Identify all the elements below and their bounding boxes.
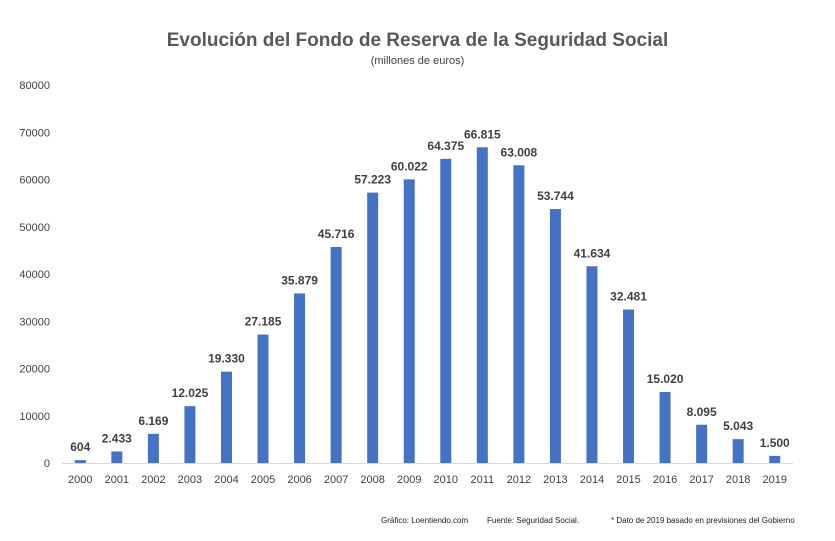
x-tick-label-2003: 2003: [178, 474, 202, 486]
x-tick-label-2004: 2004: [214, 474, 238, 486]
x-tick-label-2019: 2019: [762, 474, 786, 486]
data-label-2002: 6.169: [138, 414, 168, 428]
y-tick-label: 50000: [19, 222, 50, 234]
bar-2003: [184, 406, 196, 463]
bar-2013: [549, 209, 561, 463]
y-tick-label: 40000: [19, 269, 50, 281]
data-label-2015: 32.481: [610, 290, 647, 304]
bar-2012: [513, 165, 525, 463]
x-tick-label-2018: 2018: [726, 474, 750, 486]
bar-2014: [586, 266, 598, 463]
bars: [74, 147, 781, 463]
bar-2018: [732, 439, 744, 463]
source-note: Fuente: Seguridad Social.: [487, 516, 580, 525]
x-tick-label-2008: 2008: [360, 474, 384, 486]
y-tick-label: 70000: [19, 127, 50, 139]
data-label-2009: 60.022: [391, 159, 428, 173]
bar-2009: [403, 179, 415, 463]
x-tick-label-2017: 2017: [689, 474, 713, 486]
x-tick-label-2013: 2013: [543, 474, 567, 486]
data-label-2008: 57.223: [354, 173, 391, 187]
y-tick-label: 20000: [19, 364, 50, 376]
data-label-2011: 66.815: [464, 127, 501, 141]
x-tick-label-2014: 2014: [580, 474, 604, 486]
data-label-2017: 8.095: [687, 405, 717, 419]
data-labels: 604 2.433 6.169 12.025 19.330 27.185 35.879 45.…: [70, 127, 790, 454]
x-tick-label-2012: 2012: [507, 474, 531, 486]
data-label-2018: 5.043: [723, 419, 753, 433]
x-tick-label-2006: 2006: [287, 474, 311, 486]
bar-2019: [769, 455, 781, 463]
x-tick-label-2007: 2007: [324, 474, 348, 486]
bar-2004: [220, 371, 232, 463]
data-label-2012: 63.008: [501, 145, 538, 159]
data-label-2003: 12.025: [172, 386, 209, 400]
x-tick-label-2005: 2005: [251, 474, 275, 486]
chart-subtitle: (millones de euros): [370, 55, 465, 67]
bar-2001: [111, 451, 123, 463]
bar-2007: [330, 246, 342, 463]
forecast-note: * Dato de 2019 basado en previsiones del…: [611, 516, 795, 525]
data-label-2014: 41.634: [574, 246, 611, 260]
bar-2005: [257, 334, 269, 463]
chart-title: Evolución del Fondo de Reserva de la Seg…: [166, 30, 669, 51]
bar-2002: [147, 433, 159, 463]
bar-2010: [440, 158, 452, 463]
bar-2016: [659, 392, 671, 463]
data-label-2019: 1.500: [760, 436, 790, 450]
graphic-credit: Gráfico: Loentiendo.com: [381, 516, 469, 525]
x-tick-label-2002: 2002: [141, 474, 165, 486]
data-label-2005: 27.185: [245, 315, 282, 329]
x-tick-label-2015: 2015: [616, 474, 640, 486]
y-tick-label: 60000: [19, 175, 50, 187]
y-tick-label: 80000: [19, 80, 50, 92]
footer: Gráfico: Loentiendo.com Fuente: Segurida…: [0, 516, 835, 530]
bar-2006: [294, 293, 306, 463]
x-tick-label-2016: 2016: [653, 474, 677, 486]
bar-2011: [476, 147, 488, 463]
x-tick-label-2010: 2010: [434, 474, 458, 486]
y-tick-label: 0: [44, 458, 50, 470]
data-label-2000: 604: [70, 440, 90, 454]
x-tick-label-2001: 2001: [105, 474, 129, 486]
bar-2017: [696, 424, 708, 463]
bar-2000: [74, 460, 86, 463]
data-label-2001: 2.433: [102, 432, 132, 446]
bar-2015: [623, 309, 635, 463]
data-label-2006: 35.879: [281, 273, 318, 287]
data-label-2010: 64.375: [427, 139, 464, 153]
data-label-2013: 53.744: [537, 189, 574, 203]
bar-2008: [367, 192, 379, 463]
y-tick-label: 30000: [19, 316, 50, 328]
x-tick-label-2009: 2009: [397, 474, 421, 486]
data-label-2016: 15.020: [647, 372, 684, 386]
x-tick-label-2011: 2011: [470, 474, 494, 486]
x-tick-label-2000: 2000: [68, 474, 92, 486]
y-axis: 0 10000 20000 30000 40000 50000 60000 70000 8000…: [19, 80, 50, 470]
data-label-2007: 45.716: [318, 227, 355, 241]
x-axis: 2000 2001 2002 2003 2004 2005 2006 2007 2008 2009…: [68, 474, 787, 486]
data-label-2004: 19.330: [208, 352, 245, 366]
y-tick-label: 10000: [19, 411, 50, 423]
